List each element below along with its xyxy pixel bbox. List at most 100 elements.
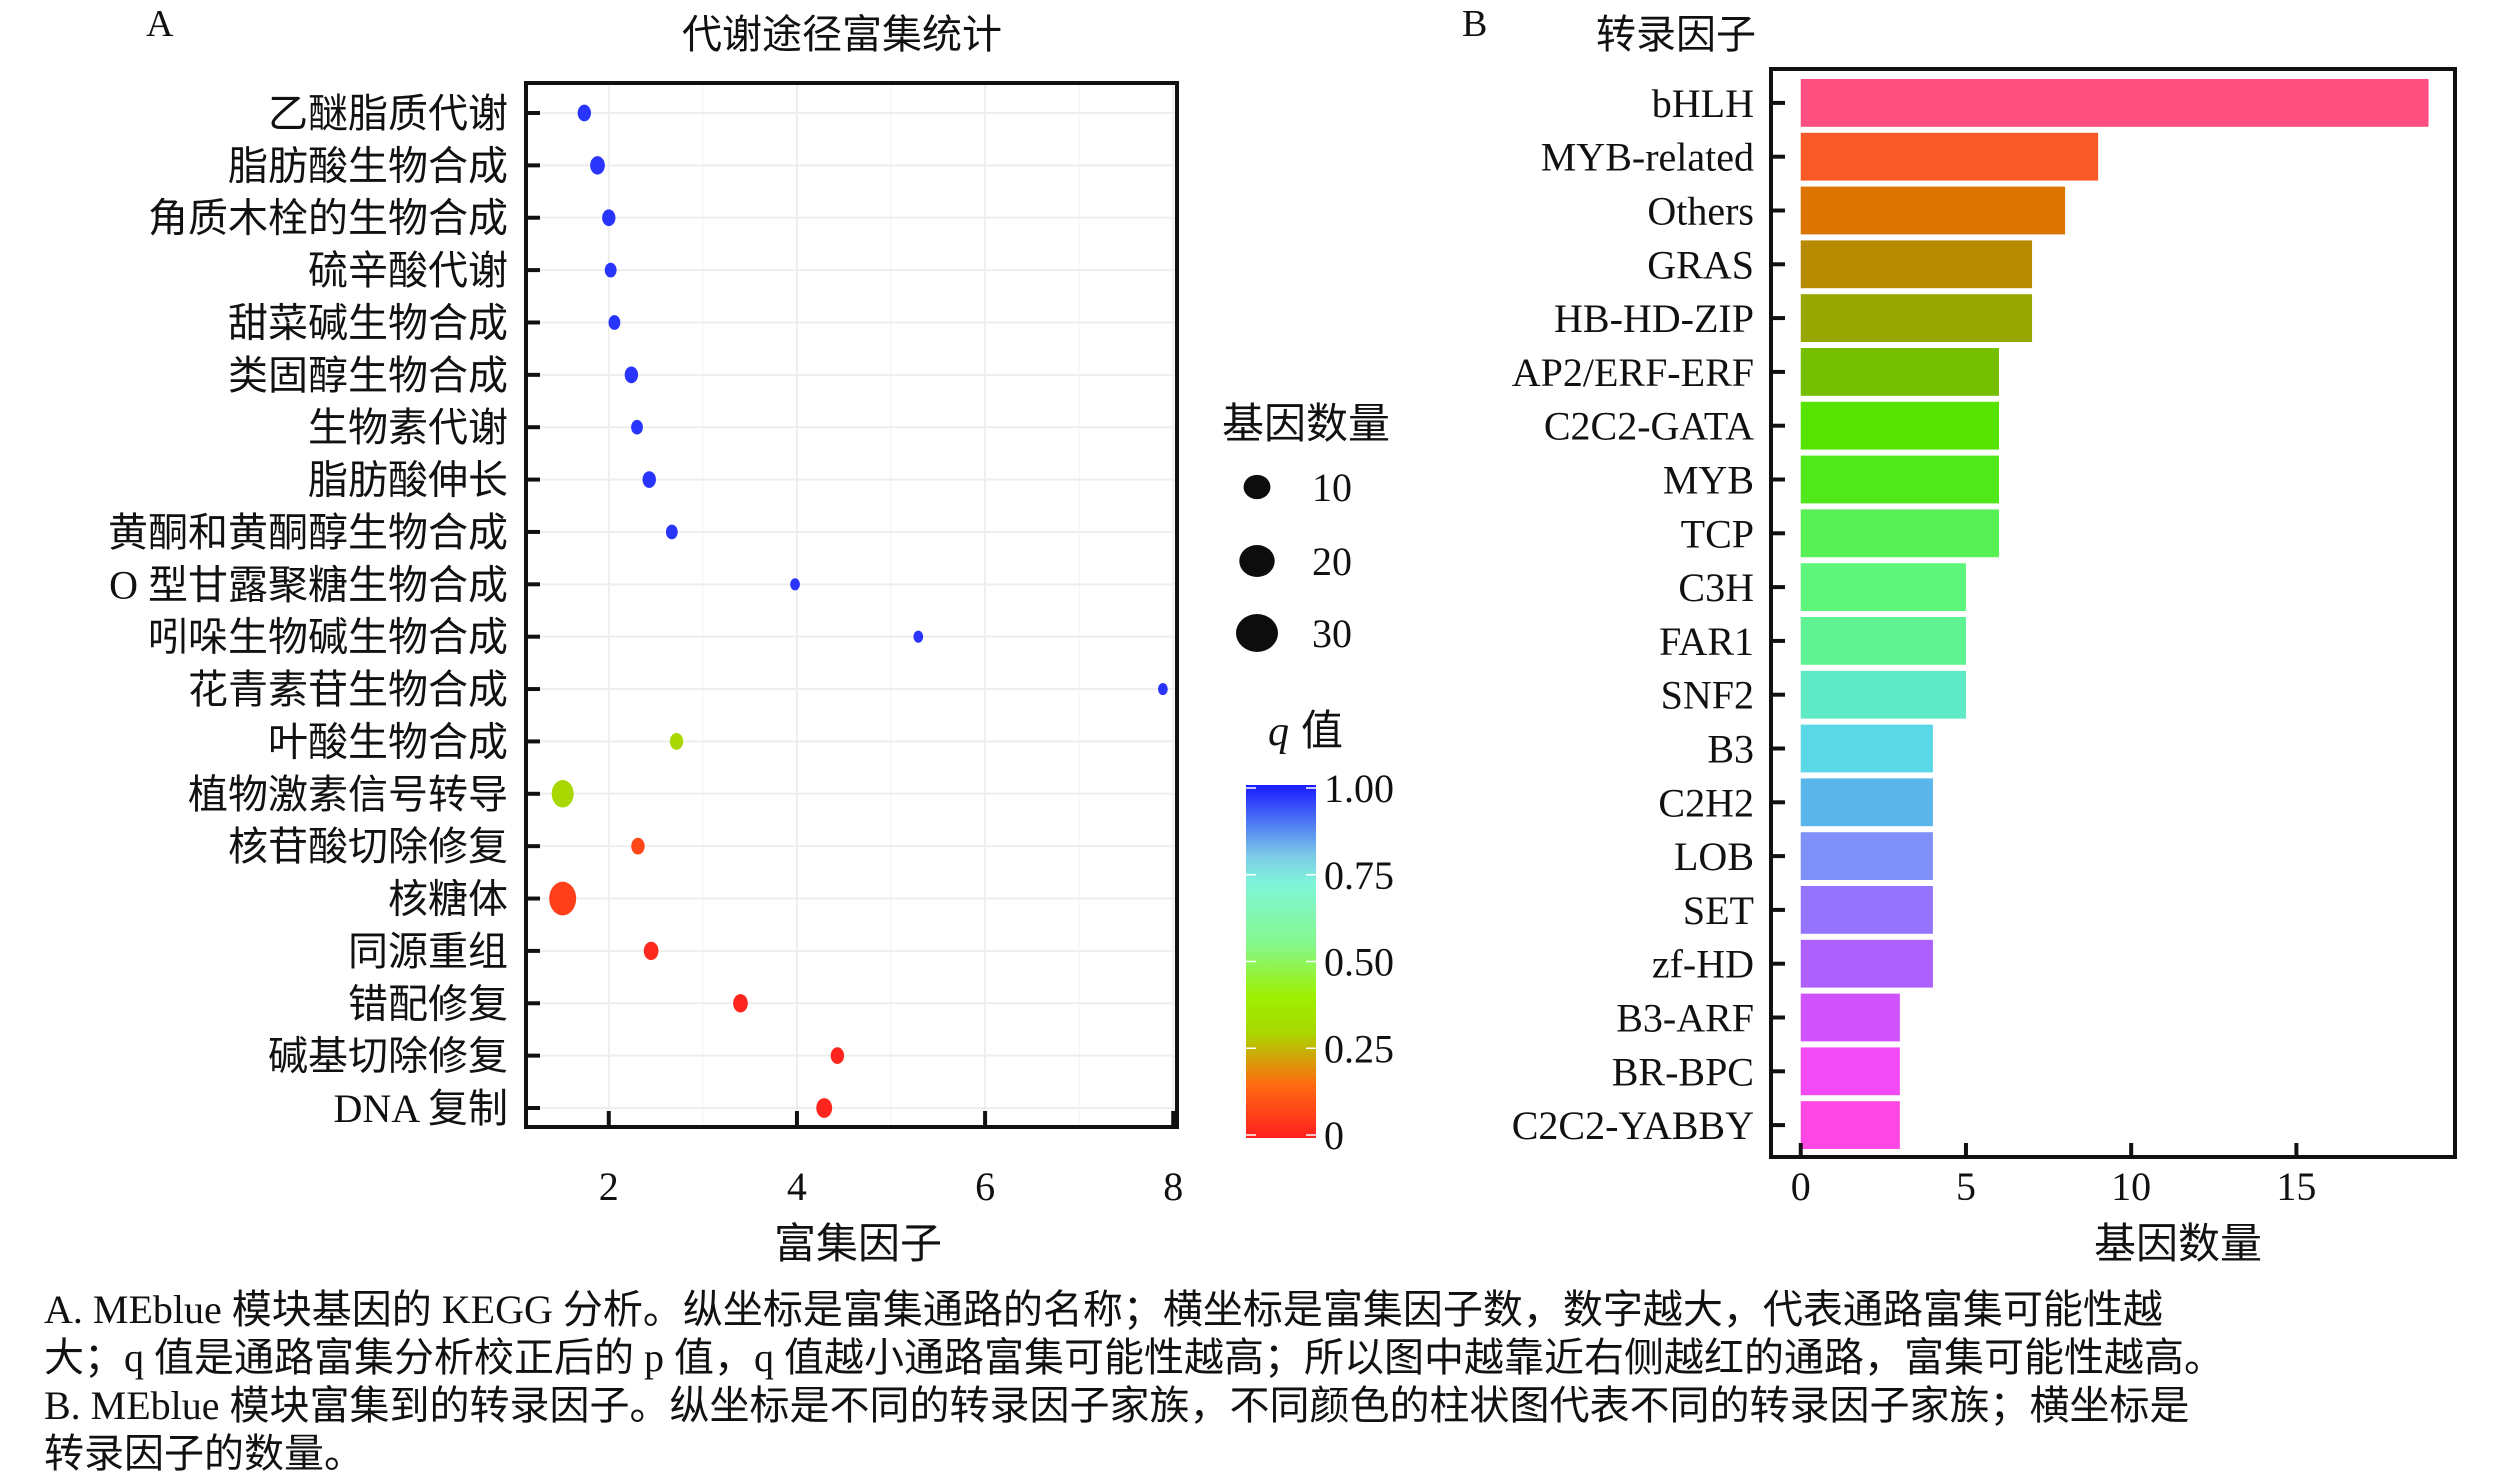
size-legend-label: 10 [1312,465,1352,510]
bar [1800,455,1999,504]
y-tick-label: Others [1647,189,1754,234]
q-value-word: 值 [1301,709,1343,755]
data-point [549,881,577,916]
y-tick-label: HB-HD-ZIP [1554,296,1754,341]
y-tick-label: 植物激素信号转导 [188,772,508,817]
bar [1800,1047,1900,1096]
y-tick-label: 同源重组 [348,929,508,974]
data-point [669,733,684,750]
data-point [604,262,617,278]
caption-line: 大；q 值是通路富集分析校正后的 p 值，q 值越小通路富集可能性越高；所以图中… [44,1335,2224,1380]
data-point [790,578,800,591]
x-axis-label: 富集因子 [774,1221,942,1268]
bar [1800,939,1933,988]
y-tick-label: DNA 复制 [334,1086,508,1131]
bar [1800,132,2099,181]
y-tick-label: 核糖体 [388,877,508,922]
y-tick-label: 脂肪酸伸长 [308,458,508,503]
x-tick-label: 0 [1791,1164,1811,1209]
x-axis-label: 基因数量 [2094,1222,2262,1268]
y-tick-label: MYB-related [1541,135,1754,180]
y-tick-label: C2C2-GATA [1544,404,1754,449]
panel-b-title: 转录因子 [1596,12,1756,57]
y-tick-label: 硫辛酸代谢 [308,248,508,293]
data-point [608,315,621,330]
colorbar-tick-label: 0.25 [1324,1026,1394,1071]
data-point [624,366,639,384]
y-tick-label: GRAS [1647,242,1754,287]
bar [1800,509,1999,558]
enrichment-dot-plot: 乙醚脂质代谢脂肪酸生物合成角质木栓的生物合成硫辛酸代谢甜菜碱生物合成类固醇生物合… [108,81,1183,1268]
bar [1800,832,1933,880]
size-legend-dot [1243,474,1271,500]
colorbar-tick-label: 1.00 [1324,766,1394,811]
panel-a-letter: A [146,3,174,45]
size-legend-label: 20 [1312,539,1352,584]
y-tick-label: B3 [1707,727,1754,772]
caption-line: A. MEblue 模块基因的 KEGG 分析。纵坐标是富集通路的名称；横坐标是… [44,1287,2163,1332]
data-point [913,630,924,643]
size-legend-dot [1239,544,1275,578]
figure-caption: A. MEblue 模块基因的 KEGG 分析。纵坐标是富集通路的名称；横坐标是… [44,1286,2494,1478]
data-point [590,156,605,175]
y-tick-label: BR-BPC [1612,1049,1754,1094]
panel-b-letter: B [1462,3,1488,45]
y-tick-label: 核苷酸切除修复 [228,824,508,869]
data-point [733,994,748,1013]
x-tick-label: 6 [975,1164,995,1209]
x-tick-label: 8 [1163,1164,1183,1209]
tf-bar-chart: bHLH MYB-related Others GRAS HB-HD-ZIP AP2/ER… [1512,67,2457,1268]
y-tick-label: 吲哚生物碱生物合成 [148,615,508,660]
x-tick-label: 15 [2276,1164,2316,1209]
q-symbol: q [1268,709,1289,755]
caption-line: 转录因子的数量。 [44,1431,364,1476]
data-point [577,104,592,122]
caption-line: B. MEblue 模块富集到的转录因子。纵坐标是不同的转录因子家族，不同颜色的… [44,1383,2190,1428]
y-tick-label: LOB [1674,834,1754,879]
y-tick-label: 角质木栓的生物合成 [148,196,508,241]
y-tick-label: C3H [1678,565,1754,610]
plot-frame [524,81,1179,1129]
data-point [551,780,574,808]
bar [1800,563,1966,611]
data-point [643,941,659,961]
data-point [1158,682,1168,696]
data-point [631,419,643,435]
x-tick-label: 4 [787,1164,807,1209]
y-tick-label: SNF2 [1661,673,1754,718]
panel-a-title: 代谢途径富集统计 [682,12,1002,57]
y-tick-label: SET [1683,888,1754,933]
y-tick-label: 黄酮和黄酮醇生物合成 [108,510,508,555]
y-tick-label: 脂肪酸生物合成 [228,143,508,188]
y-tick-label: 乙醚脂质代谢 [268,91,508,136]
y-tick-label: zf-HD [1652,942,1754,987]
colorbar [1246,785,1316,1138]
y-tick-label: MYB [1663,458,1754,503]
colorbar-tick-label: 0.50 [1324,940,1394,985]
bar [1800,401,1999,450]
y-tick-label: C2H2 [1658,780,1754,825]
legend: 基因数量 10 20 30 q 值 1.00 0.75 0.50 0.25 0 [1222,402,1394,1158]
y-tick-label: FAR1 [1659,619,1754,664]
bar [1800,186,2066,235]
bar [1800,724,1933,773]
bar [1800,348,1999,396]
y-tick-label: B3-ARF [1616,996,1754,1041]
bar [1800,240,2033,289]
bar [1800,670,1966,719]
size-legend-title: 基因数量 [1222,402,1390,448]
data-point [830,1047,845,1065]
y-tick-label: 错配修复 [348,981,508,1026]
x-tick-label: 10 [2111,1164,2151,1209]
data-point [631,837,645,855]
colorbar-tick-label: 0.75 [1324,853,1394,898]
y-tick-label: C2C2-YABBY [1512,1103,1754,1148]
bar [1800,886,1933,934]
y-tick-label: 甜菜碱生物合成 [228,300,508,345]
y-tick-label: 类固醇生物合成 [228,353,508,398]
data-point [602,209,616,227]
y-tick-label: 叶酸生物合成 [268,719,508,764]
bar [1800,993,1900,1042]
y-tick-label: 花青素苷生物合成 [188,667,508,712]
